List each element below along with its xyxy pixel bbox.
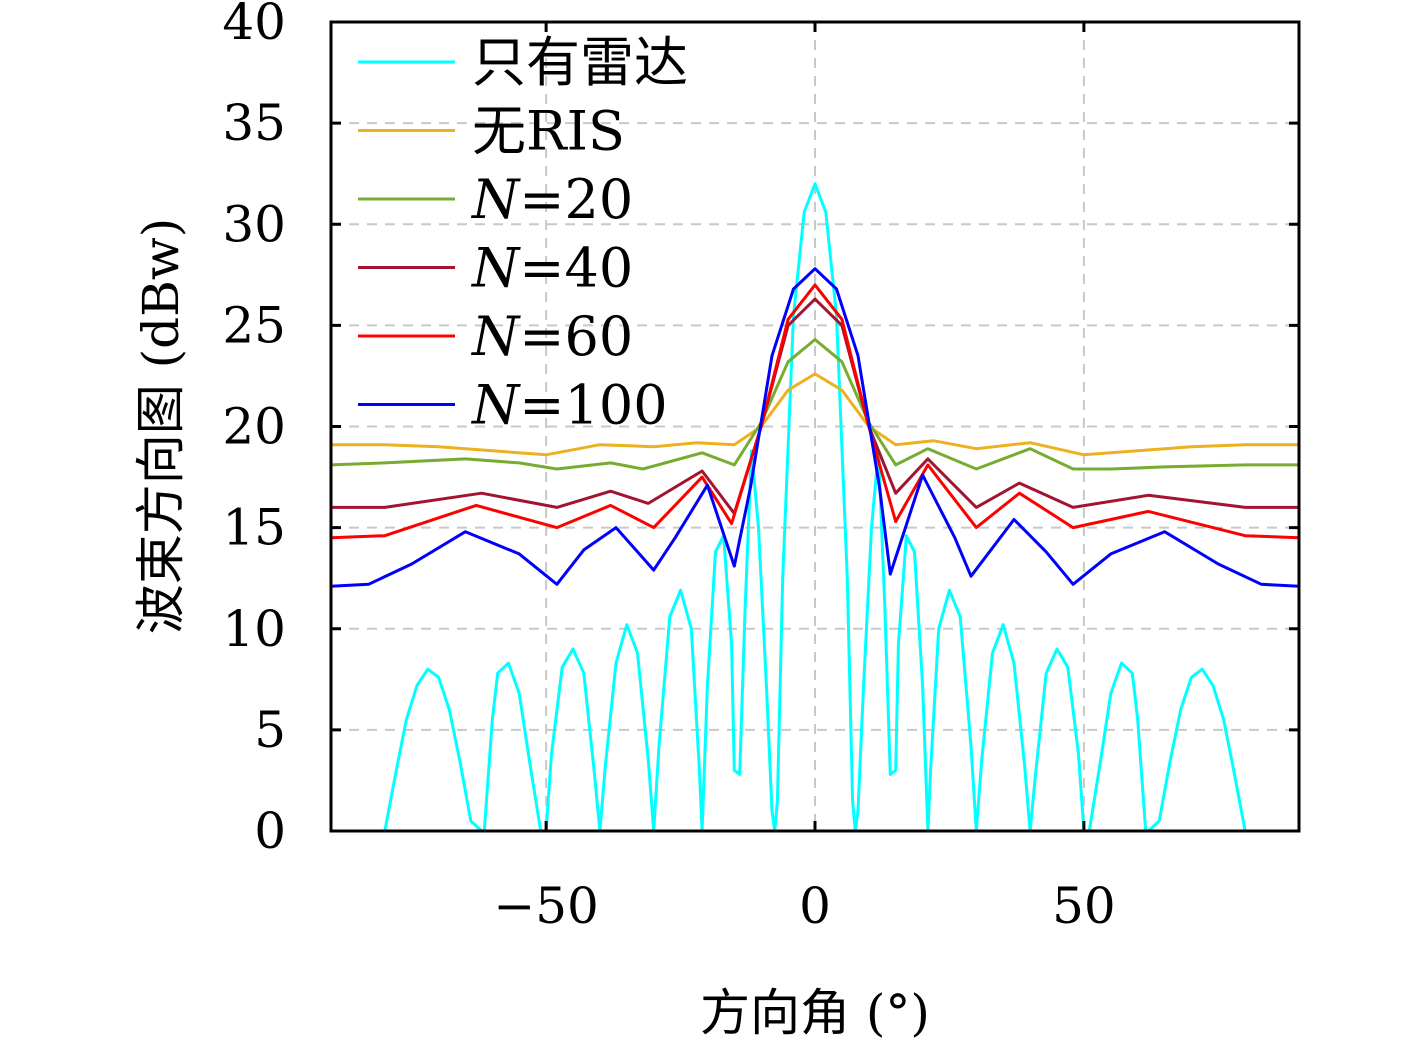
series-line-3: [331, 297, 1299, 515]
legend-label: N=20: [470, 168, 633, 231]
x-axis-title: 方向角 (°): [700, 984, 930, 1042]
grid: [331, 22, 1299, 831]
legend-label: N=100: [470, 374, 668, 437]
y-tick-label: 35: [222, 94, 286, 152]
series-line-4: [331, 283, 1299, 540]
series-line-5: [331, 267, 1299, 588]
axis-ticks: 0 5 10 15 20 25 30 35 40 −50 0 50: [222, 0, 1299, 935]
series-layer: [331, 182, 1299, 831]
series-line-0: [383, 182, 1247, 831]
legend-label: N=40: [470, 237, 633, 300]
y-tick-label: 40: [222, 0, 286, 51]
y-tick-label: 0: [254, 802, 286, 860]
y-tick-label: 15: [222, 499, 286, 557]
series-line-1: [331, 372, 1299, 457]
series-line-2: [331, 338, 1299, 471]
y-tick-label: 30: [222, 195, 286, 253]
y-axis-title: 波束方向图 (dBw): [132, 218, 190, 634]
x-tick-label: 0: [799, 877, 831, 935]
x-tick-label: 50: [1052, 877, 1116, 935]
y-tick-label: 20: [222, 398, 286, 456]
y-tick-label: 25: [222, 296, 286, 354]
legend-label: 只有雷达: [472, 31, 688, 94]
y-tick-label: 10: [222, 600, 286, 658]
legend-label: 无RIS: [472, 100, 625, 163]
x-tick-label: −50: [493, 877, 599, 935]
y-tick-label: 5: [254, 701, 286, 759]
legend-label: N=60: [470, 305, 633, 368]
